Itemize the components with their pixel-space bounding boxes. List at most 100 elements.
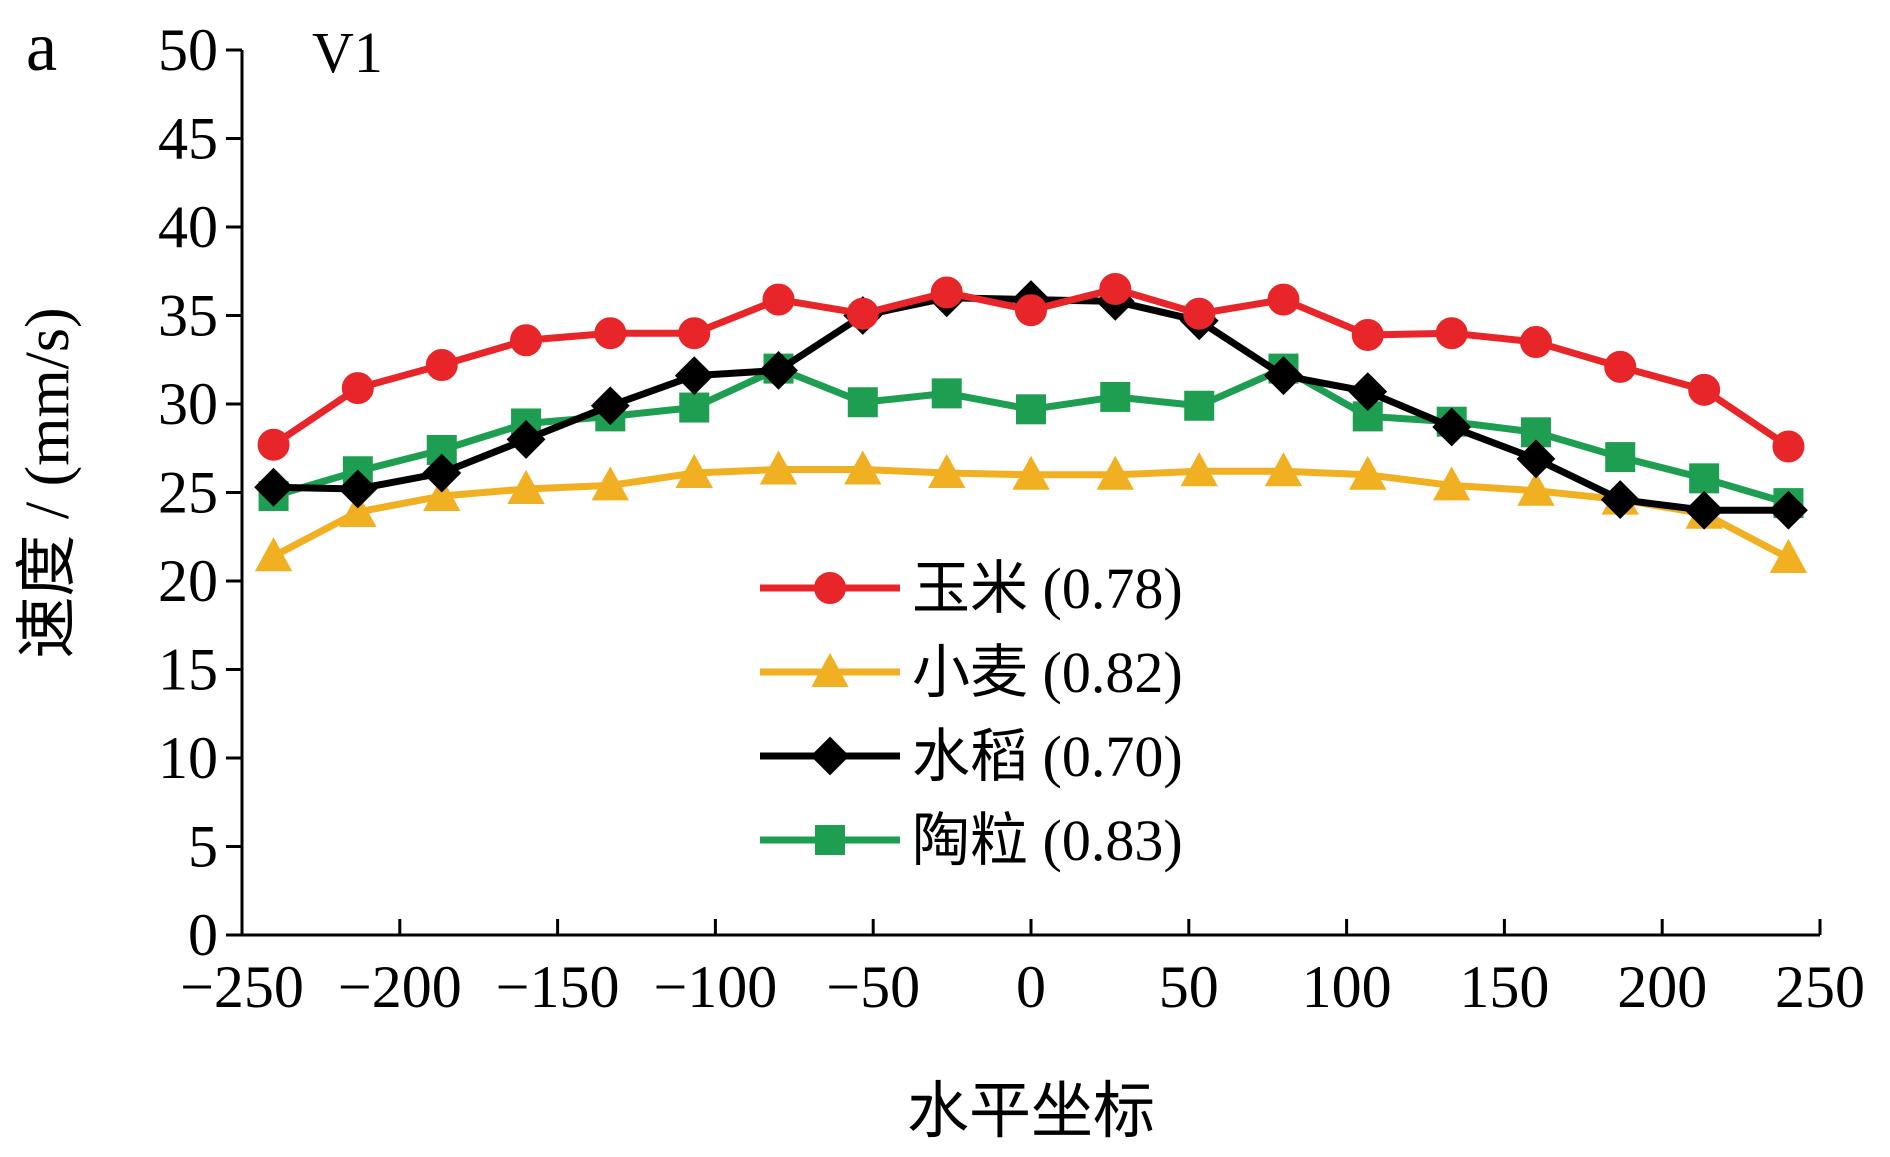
y-tick-label: 30	[158, 371, 218, 437]
x-tick-label: −200	[338, 954, 462, 1020]
x-tick-label: 0	[1016, 954, 1046, 1020]
data-point	[1016, 394, 1046, 425]
data-point	[1517, 471, 1555, 506]
data-point	[931, 378, 962, 409]
legend-label: 水稻 (0.70)	[912, 724, 1183, 789]
series-layer	[254, 272, 1808, 573]
data-point	[1099, 272, 1132, 305]
data-point	[591, 466, 629, 501]
data-point	[1769, 538, 1808, 573]
data-point	[1184, 390, 1215, 421]
legend-swatch-marker	[815, 825, 845, 855]
data-point	[1604, 350, 1637, 383]
x-axis-title: 水平坐标	[907, 1078, 1155, 1146]
x-tick-label: −250	[180, 954, 304, 1020]
y-tick-label: 0	[188, 902, 218, 968]
data-point	[1433, 466, 1471, 501]
legend: 玉米 (0.78) 小麦 (0.82) 水稻 (0.70) 陶粒 (0.83)	[760, 556, 1183, 873]
data-point	[1432, 407, 1472, 447]
data-point	[1012, 455, 1050, 490]
data-point	[1605, 442, 1636, 473]
data-point	[762, 283, 795, 316]
data-point	[590, 386, 630, 426]
data-point	[1180, 452, 1218, 487]
data-point	[341, 372, 374, 405]
y-tick-label: 10	[158, 725, 218, 791]
data-point	[425, 349, 458, 382]
data-point	[506, 419, 546, 459]
y-tick-label: 40	[158, 194, 218, 260]
legend-swatch-marker	[811, 652, 849, 687]
data-point	[507, 469, 545, 504]
data-point	[759, 450, 798, 485]
data-point	[1772, 430, 1805, 463]
y-tick-label: 20	[158, 548, 218, 614]
y-axis-title: 速度 / (mm/s)	[14, 307, 82, 658]
data-point	[678, 317, 711, 350]
data-point	[930, 276, 963, 309]
data-point	[254, 537, 293, 572]
data-point	[846, 297, 879, 330]
x-tick-label: 50	[1159, 954, 1219, 1020]
panel-label: a	[26, 9, 57, 86]
data-point	[674, 356, 714, 396]
data-point	[254, 467, 293, 507]
y-tick-label: 25	[158, 460, 218, 526]
data-point	[1516, 439, 1556, 479]
data-point	[1100, 381, 1131, 412]
data-point	[338, 469, 378, 509]
data-point	[1600, 480, 1640, 519]
data-point	[1684, 490, 1724, 530]
data-point	[1769, 490, 1808, 530]
data-point	[1349, 455, 1387, 490]
x-tick-label: −100	[653, 954, 777, 1020]
data-point	[847, 387, 878, 418]
legend-label: 陶粒 (0.83)	[912, 808, 1183, 873]
data-point	[257, 428, 290, 461]
legend-swatch-marker	[810, 736, 850, 776]
series-0	[257, 272, 1805, 463]
x-tick-label: −150	[496, 954, 620, 1020]
legend-item: 水稻 (0.70)	[760, 724, 1183, 789]
y-tick-label: 50	[158, 17, 218, 83]
data-point	[422, 453, 462, 493]
x-tick-label: 150	[1459, 954, 1549, 1020]
series-1	[254, 450, 1808, 573]
data-point	[1435, 317, 1468, 350]
x-tick-label: 100	[1302, 954, 1392, 1020]
y-tick-label: 35	[158, 283, 218, 349]
data-point	[1264, 356, 1303, 396]
legend-item: 小麦 (0.82)	[760, 640, 1183, 705]
data-point	[1096, 455, 1134, 490]
data-point	[1183, 297, 1216, 330]
y-tick-label: 15	[158, 637, 218, 703]
data-point	[1351, 318, 1384, 351]
data-point	[759, 350, 798, 390]
x-tick-label: −50	[826, 954, 920, 1020]
data-point	[679, 392, 710, 423]
data-point	[1689, 463, 1720, 494]
data-point	[1348, 372, 1388, 412]
data-point	[594, 317, 627, 350]
legend-label: 小麦 (0.82)	[912, 640, 1183, 705]
data-point	[675, 453, 713, 489]
y-tick-label: 5	[188, 814, 218, 880]
data-point	[339, 492, 377, 527]
y-tick-label: 45	[158, 106, 218, 172]
axes: 0 5 10 15 20 25 30 35 40 45 50 −250 −200 −150 −100 −50 0…	[158, 17, 1865, 1020]
legend-item: 玉米 (0.78)	[760, 556, 1183, 621]
data-point	[510, 324, 543, 357]
legend-item: 陶粒 (0.83)	[760, 808, 1183, 873]
data-point	[1264, 452, 1303, 487]
x-tick-label: 200	[1617, 954, 1707, 1020]
legend-swatch-marker	[814, 572, 846, 604]
data-point	[423, 476, 461, 512]
data-point	[1688, 373, 1721, 406]
series-2	[254, 278, 1808, 530]
data-point	[928, 453, 966, 489]
data-point	[1519, 326, 1552, 359]
data-point	[1015, 294, 1047, 327]
x-tick-label: 250	[1775, 954, 1865, 1020]
